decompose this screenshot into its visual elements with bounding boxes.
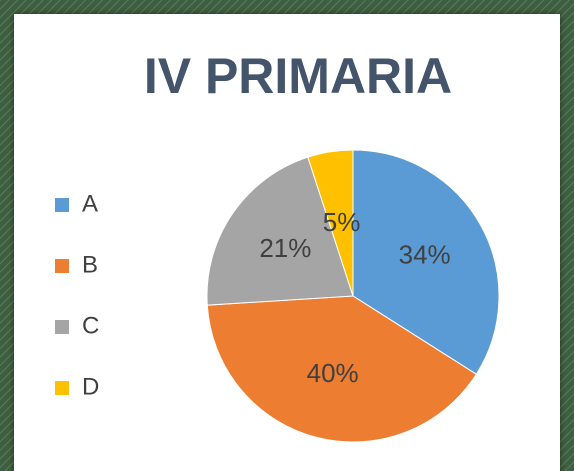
data-label: 5%: [323, 207, 361, 237]
data-label: 34%: [399, 239, 451, 269]
legend-label: D: [82, 373, 99, 400]
data-label: 21%: [259, 233, 311, 263]
legend-swatch: [55, 259, 69, 273]
legend-swatch: [55, 320, 69, 334]
pie-slice: [206, 295, 477, 443]
legend-swatch: [55, 381, 69, 395]
pie-slice: [206, 156, 354, 306]
legend-swatch: [55, 198, 69, 212]
legend-label: C: [82, 312, 99, 339]
chart-title: IV PRIMARIA: [144, 48, 452, 104]
legend-label: A: [82, 190, 98, 217]
legend-label: B: [82, 251, 98, 278]
pie-slice: [352, 149, 500, 375]
data-label: 40%: [307, 358, 359, 388]
pie-slice: [307, 149, 354, 297]
